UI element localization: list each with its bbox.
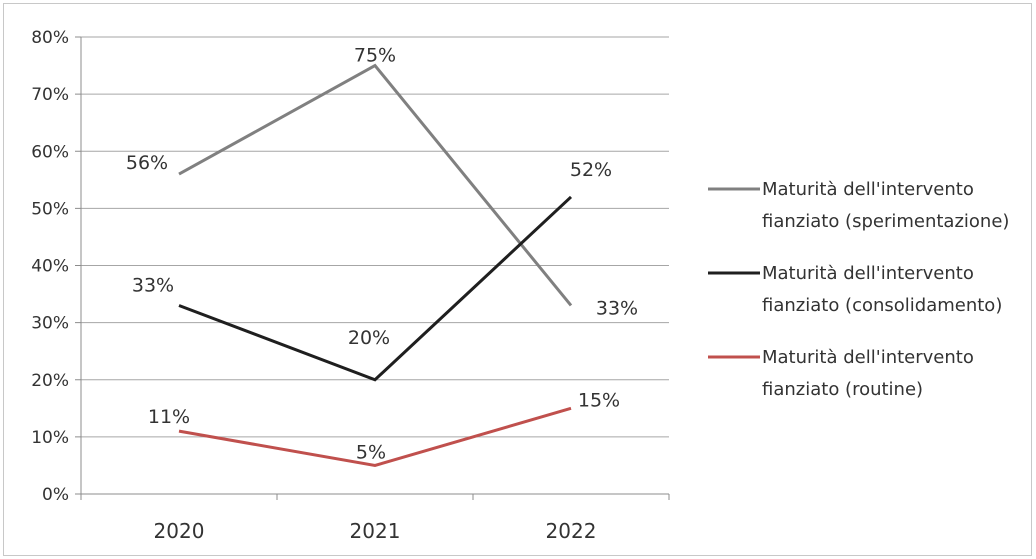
x-tick-label: 2021: [350, 519, 401, 543]
legend-label: fianziato (consolidamento): [762, 295, 1002, 316]
series-lines: [178, 63, 573, 467]
legend-label: fianziato (routine): [762, 379, 923, 400]
data-label: 15%: [578, 389, 620, 411]
x-tick-label: 2022: [546, 519, 597, 543]
data-label: 56%: [126, 152, 168, 174]
y-tick-label: 80%: [31, 28, 69, 48]
legend-label: Maturità dell'intervento: [762, 347, 974, 368]
series-line: [178, 406, 572, 467]
y-tick-label: 50%: [31, 199, 69, 219]
legend: Maturità dell'intervento fianziato (speri…: [708, 179, 1009, 400]
series-line: [178, 63, 573, 307]
legend-label: Maturità dell'intervento: [762, 179, 974, 200]
data-label: 11%: [148, 406, 190, 428]
legend-label: fianziato (sperimentazione): [762, 211, 1009, 232]
data-label: 20%: [348, 327, 390, 349]
y-tick-label: 30%: [31, 314, 69, 334]
legend-label: Maturità dell'intervento: [762, 263, 974, 284]
data-label: 33%: [132, 274, 174, 296]
data-label: 52%: [570, 159, 612, 181]
y-tick-label: 20%: [31, 371, 69, 391]
data-label: 5%: [356, 441, 386, 463]
y-tick-label: 0%: [42, 485, 69, 505]
data-labels: 56% 75% 33% 33% 20% 52% 11% 5% 15%: [126, 45, 638, 464]
data-label: 33%: [596, 297, 638, 319]
y-tick-label: 10%: [31, 428, 69, 448]
grid: [81, 36, 669, 438]
x-tick-label: 2020: [154, 519, 205, 543]
y-tick-label: 70%: [31, 85, 69, 105]
y-tick-label: 40%: [31, 257, 69, 277]
chart-frame: 0% 10% 20% 30% 40% 50% 60% 70% 80% 2020 2021 2022 5…: [3, 3, 1032, 556]
line-chart: 0% 10% 20% 30% 40% 50% 60% 70% 80% 2020 2021 2022 5…: [31, 28, 1009, 543]
series-line: [178, 195, 573, 382]
y-tick-label: 60%: [31, 142, 69, 162]
axes: 0% 10% 20% 30% 40% 50% 60% 70% 80% 2020 2021 2022: [31, 28, 670, 543]
data-label: 75%: [354, 45, 396, 67]
